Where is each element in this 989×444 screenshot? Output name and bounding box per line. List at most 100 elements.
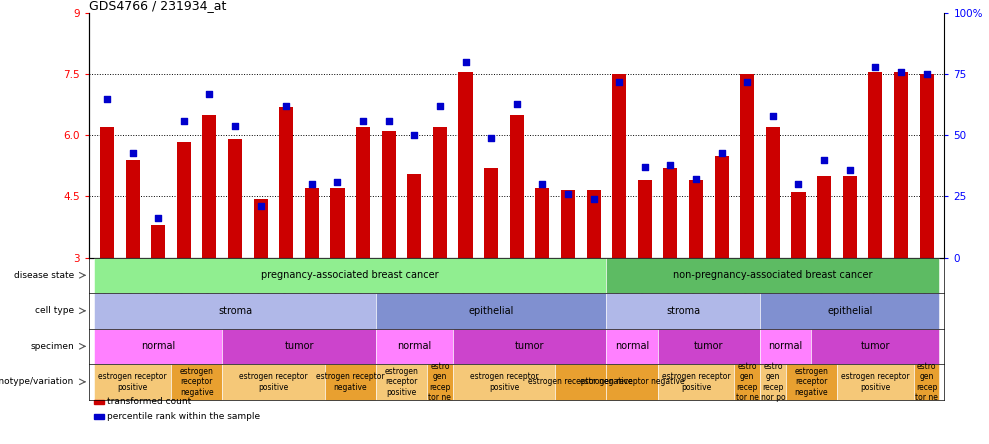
Bar bbox=[151, 225, 165, 258]
Point bbox=[99, 95, 115, 103]
Text: normal: normal bbox=[398, 341, 431, 351]
Bar bbox=[817, 176, 831, 258]
Point bbox=[611, 78, 627, 85]
Point bbox=[406, 132, 422, 139]
Text: epithelial: epithelial bbox=[827, 306, 872, 316]
Bar bbox=[126, 160, 139, 258]
Point bbox=[790, 181, 806, 188]
Text: stroma: stroma bbox=[667, 306, 700, 316]
Bar bbox=[791, 192, 806, 258]
Bar bbox=[664, 168, 677, 258]
Point bbox=[484, 135, 499, 142]
Bar bbox=[459, 72, 473, 258]
Bar bbox=[484, 168, 498, 258]
Bar bbox=[638, 180, 652, 258]
Text: estrogen receptor
positive: estrogen receptor positive bbox=[470, 372, 538, 392]
Point bbox=[867, 63, 883, 71]
Text: estrogen receptor negative: estrogen receptor negative bbox=[580, 377, 684, 386]
Bar bbox=[330, 188, 344, 258]
Point bbox=[816, 156, 832, 163]
Point bbox=[304, 181, 319, 188]
Bar bbox=[612, 75, 626, 258]
Text: estrogen
receptor
positive: estrogen receptor positive bbox=[385, 367, 418, 397]
Bar bbox=[382, 131, 396, 258]
Point bbox=[227, 122, 243, 129]
Point bbox=[432, 103, 448, 110]
Bar bbox=[689, 180, 703, 258]
Point bbox=[329, 178, 345, 186]
Text: stroma: stroma bbox=[218, 306, 252, 316]
Text: estro
gen
recep
tor ne: estro gen recep tor ne bbox=[736, 362, 759, 402]
Text: normal: normal bbox=[768, 341, 803, 351]
Text: estrogen receptor
negative: estrogen receptor negative bbox=[315, 372, 385, 392]
Point bbox=[663, 161, 678, 168]
Text: estrogen
receptor
negative: estrogen receptor negative bbox=[180, 367, 214, 397]
Text: non-pregnancy-associated breast cancer: non-pregnancy-associated breast cancer bbox=[674, 270, 872, 280]
Point bbox=[458, 59, 474, 66]
Text: estro
gen
recep
tor ne: estro gen recep tor ne bbox=[428, 362, 451, 402]
Point bbox=[740, 78, 756, 85]
Text: cell type: cell type bbox=[35, 306, 74, 315]
Point bbox=[919, 71, 935, 78]
Text: genotype/variation: genotype/variation bbox=[0, 377, 74, 386]
Text: normal: normal bbox=[615, 341, 649, 351]
Bar bbox=[305, 188, 318, 258]
Bar bbox=[740, 75, 755, 258]
Text: estro
gen
recep
tor ne: estro gen recep tor ne bbox=[915, 362, 938, 402]
Text: tumor: tumor bbox=[515, 341, 544, 351]
Point bbox=[842, 166, 857, 173]
Text: disease state: disease state bbox=[14, 271, 74, 280]
Bar bbox=[715, 156, 729, 258]
Bar bbox=[177, 142, 191, 258]
Text: estrogen receptor
positive: estrogen receptor positive bbox=[841, 372, 910, 392]
Text: tumor: tumor bbox=[860, 341, 890, 351]
Point bbox=[534, 181, 550, 188]
Point bbox=[509, 100, 525, 107]
Bar bbox=[843, 176, 856, 258]
Point bbox=[150, 215, 166, 222]
Bar bbox=[203, 115, 217, 258]
Text: specimen: specimen bbox=[31, 342, 74, 351]
Text: estro
gen
recep
nor po: estro gen recep nor po bbox=[761, 362, 785, 402]
Text: estrogen receptor
positive: estrogen receptor positive bbox=[239, 372, 308, 392]
Text: percentile rank within the sample: percentile rank within the sample bbox=[107, 412, 260, 420]
Point bbox=[125, 149, 140, 156]
Text: estrogen receptor
positive: estrogen receptor positive bbox=[662, 372, 730, 392]
Point bbox=[253, 203, 269, 210]
Point bbox=[355, 117, 371, 124]
Bar bbox=[920, 75, 934, 258]
Bar bbox=[356, 127, 370, 258]
Bar bbox=[765, 127, 780, 258]
Bar bbox=[407, 174, 421, 258]
Text: pregnancy-associated breast cancer: pregnancy-associated breast cancer bbox=[261, 270, 439, 280]
Point bbox=[637, 164, 653, 171]
Text: tumor: tumor bbox=[284, 341, 314, 351]
Point bbox=[560, 190, 576, 198]
Bar bbox=[509, 115, 524, 258]
Point bbox=[764, 112, 780, 119]
Bar bbox=[433, 127, 447, 258]
Bar bbox=[868, 72, 882, 258]
Text: GDS4766 / 231934_at: GDS4766 / 231934_at bbox=[89, 0, 226, 12]
Text: estrogen
receptor
negative: estrogen receptor negative bbox=[794, 367, 828, 397]
Bar bbox=[100, 127, 114, 258]
Text: estrogen receptor
positive: estrogen receptor positive bbox=[98, 372, 167, 392]
Bar bbox=[279, 107, 294, 258]
Point bbox=[278, 103, 294, 110]
Bar bbox=[894, 72, 908, 258]
Bar bbox=[253, 198, 268, 258]
Point bbox=[202, 91, 218, 98]
Bar bbox=[586, 190, 600, 258]
Point bbox=[381, 117, 397, 124]
Point bbox=[893, 68, 909, 75]
Bar bbox=[535, 188, 550, 258]
Point bbox=[688, 176, 704, 183]
Point bbox=[714, 149, 730, 156]
Text: epithelial: epithelial bbox=[469, 306, 514, 316]
Text: tumor: tumor bbox=[694, 341, 724, 351]
Text: normal: normal bbox=[141, 341, 175, 351]
Point bbox=[585, 195, 601, 202]
Bar bbox=[561, 190, 575, 258]
Text: transformed count: transformed count bbox=[107, 397, 191, 406]
Point bbox=[176, 117, 192, 124]
